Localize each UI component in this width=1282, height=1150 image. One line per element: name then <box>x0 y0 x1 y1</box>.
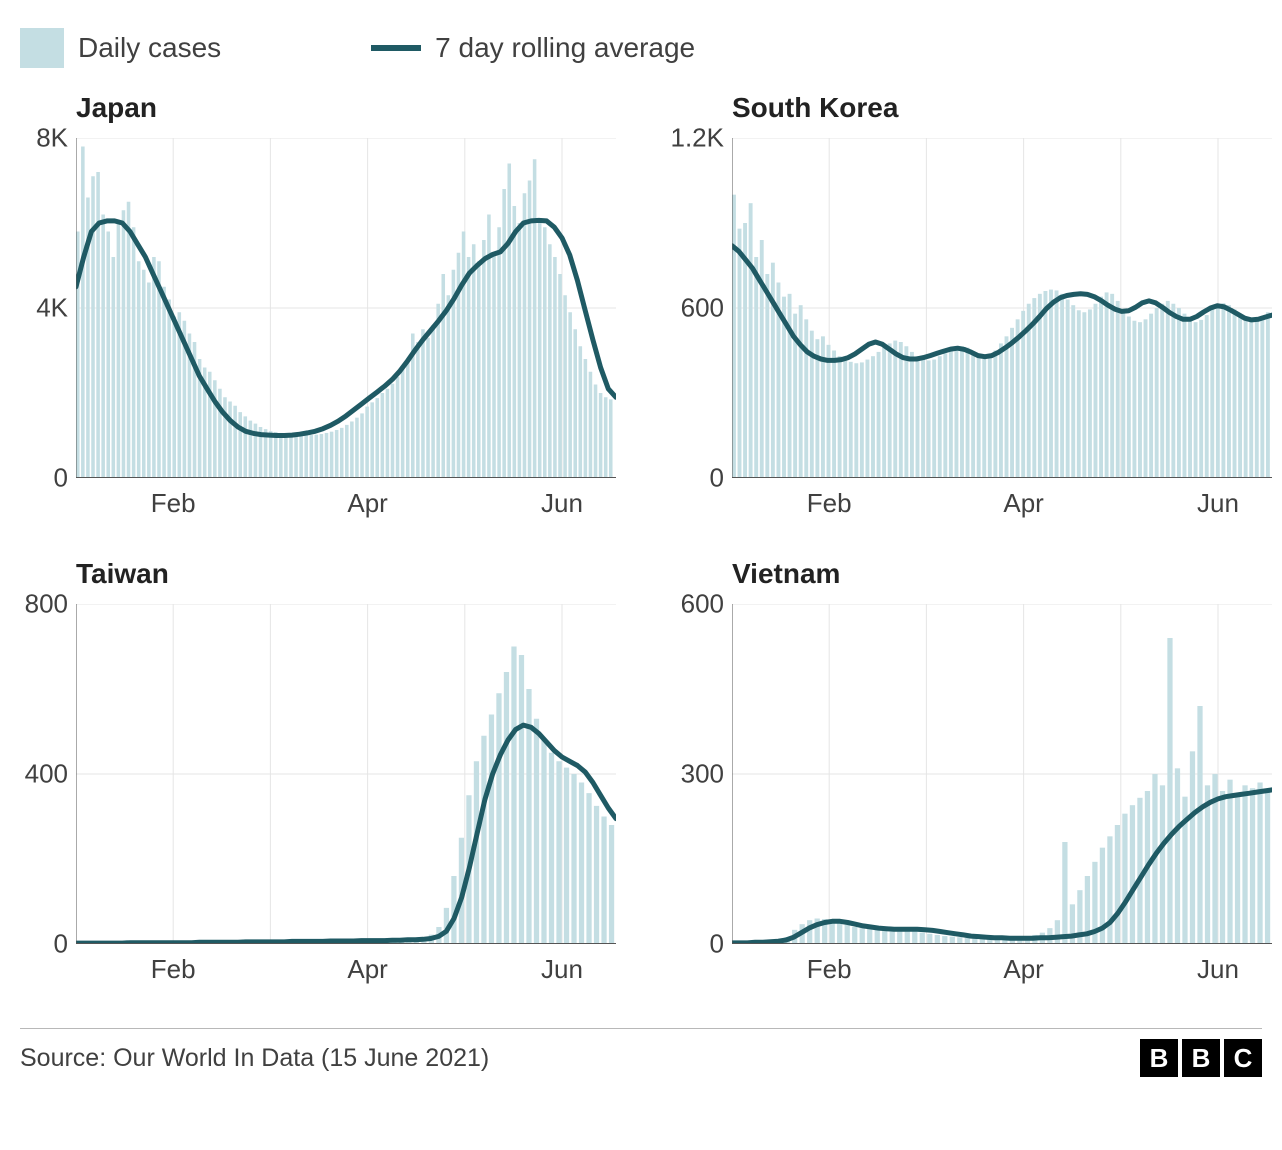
panel-title: South Korea <box>732 92 1272 124</box>
legend-swatch-line <box>371 45 421 51</box>
chart-panel: Japan04K8KFebAprJun <box>20 92 616 522</box>
y-tick-label: 600 <box>681 293 732 324</box>
y-tick-label: 0 <box>54 929 76 960</box>
bbc-logo-box: C <box>1224 1039 1262 1077</box>
legend-item-bars: Daily cases <box>20 28 221 68</box>
x-tick-label: Jun <box>1197 478 1239 519</box>
bbc-logo-box: B <box>1140 1039 1178 1077</box>
panel-title: Japan <box>76 92 616 124</box>
x-tick-label: Jun <box>541 478 583 519</box>
y-tick-label: 600 <box>681 589 732 620</box>
plot-area: 06001.2KFebAprJun <box>732 138 1272 478</box>
legend-label-line: 7 day rolling average <box>435 32 695 64</box>
x-tick-label: Feb <box>151 944 196 985</box>
panel-grid: Japan04K8KFebAprJunSouth Korea06001.2KFe… <box>20 92 1262 988</box>
x-tick-label: Jun <box>541 944 583 985</box>
legend: Daily cases 7 day rolling average <box>20 20 1262 92</box>
legend-label-bars: Daily cases <box>78 32 221 64</box>
plot-area: 0400800FebAprJun <box>76 604 616 944</box>
chart-panel: Vietnam0300600FebAprJun <box>676 558 1272 988</box>
x-tick-label: Apr <box>1003 944 1043 985</box>
legend-item-line: 7 day rolling average <box>371 32 695 64</box>
y-tick-label: 1.2K <box>671 123 733 154</box>
y-tick-label: 300 <box>681 759 732 790</box>
panel-title: Taiwan <box>76 558 616 590</box>
source-text: Source: Our World In Data (15 June 2021) <box>20 1044 489 1073</box>
x-tick-label: Feb <box>807 944 852 985</box>
bbc-logo-box: B <box>1182 1039 1220 1077</box>
y-tick-label: 0 <box>710 929 732 960</box>
x-tick-label: Jun <box>1197 944 1239 985</box>
plot-area: 0300600FebAprJun <box>732 604 1272 944</box>
x-tick-label: Feb <box>151 478 196 519</box>
x-tick-label: Apr <box>347 944 387 985</box>
footer: Source: Our World In Data (15 June 2021)… <box>20 1028 1262 1077</box>
y-tick-label: 400 <box>25 759 76 790</box>
chart-panel: Taiwan0400800FebAprJun <box>20 558 616 988</box>
legend-swatch-bar <box>20 28 64 68</box>
y-tick-label: 0 <box>710 463 732 494</box>
y-tick-label: 800 <box>25 589 76 620</box>
x-tick-label: Apr <box>347 478 387 519</box>
y-tick-label: 0 <box>54 463 76 494</box>
y-tick-label: 8K <box>36 123 76 154</box>
bbc-logo: BBC <box>1140 1039 1262 1077</box>
x-tick-label: Apr <box>1003 478 1043 519</box>
plot-area: 04K8KFebAprJun <box>76 138 616 478</box>
x-tick-label: Feb <box>807 478 852 519</box>
chart-panel: South Korea 06001.2KFebAprJun <box>676 92 1272 522</box>
chart-container: Daily cases 7 day rolling average Japan 0… <box>20 20 1262 1077</box>
panel-title: Vietnam <box>732 558 1272 590</box>
y-tick-label: 4K <box>36 293 76 324</box>
